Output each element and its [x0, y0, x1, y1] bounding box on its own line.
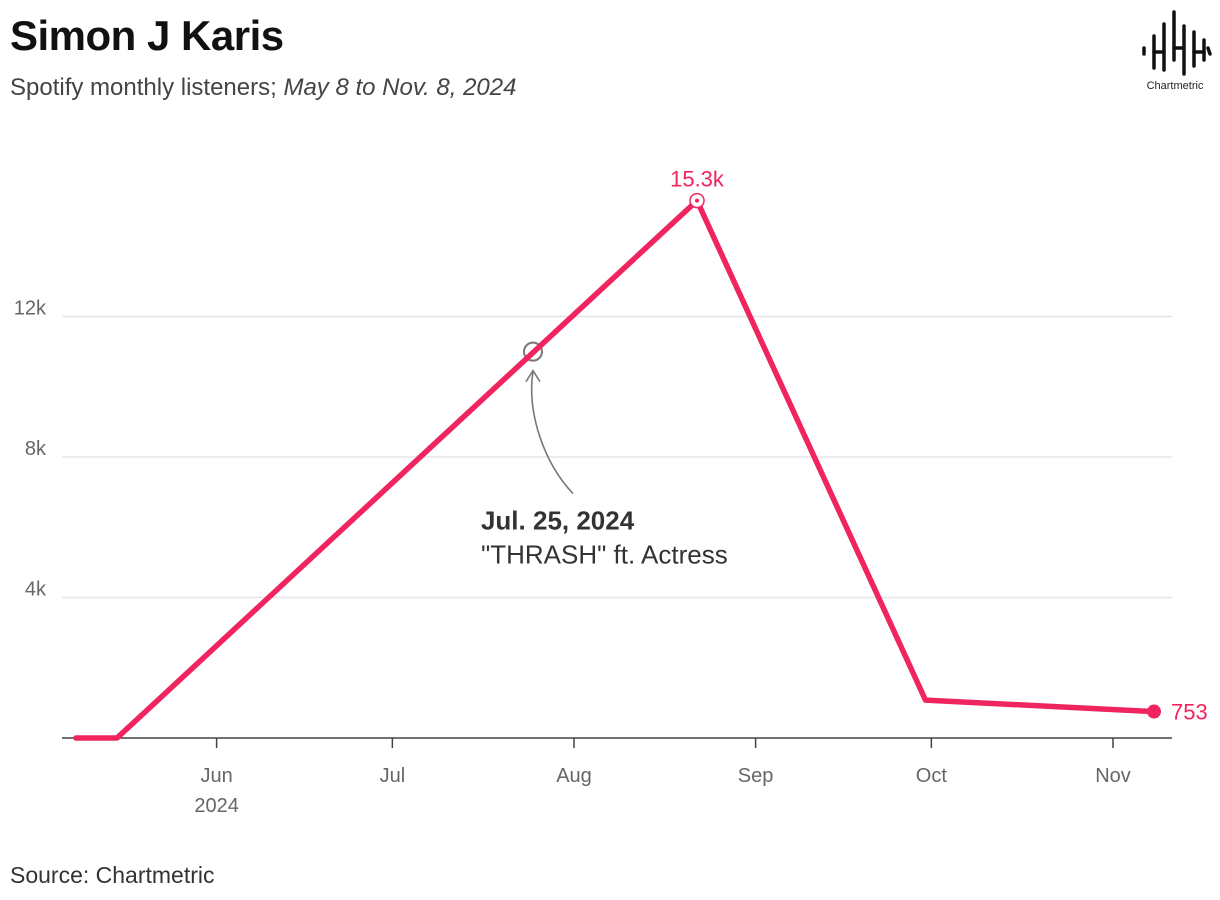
x-tick-label-aug: Aug — [556, 765, 592, 787]
x-tick-label-sep: Sep — [738, 765, 774, 787]
x-tick-label-jul: Jul — [380, 765, 406, 787]
last-value-label: 753 — [1171, 700, 1208, 725]
series-layer — [73, 197, 1157, 741]
x-axis-ticks: Jun 2024 Jul Aug Sep Oct Nov — [194, 738, 1131, 817]
x-tick-sublabel-year: 2024 — [194, 795, 239, 817]
annotation-date: Jul. 25, 2024 — [481, 506, 635, 536]
peak-label: 15.3k — [670, 167, 725, 192]
y-tick-label-8k: 8k — [25, 438, 47, 460]
annotation: Jul. 25, 2024 "THRASH" ft. Actress — [481, 341, 728, 570]
chartmetric-waveform-icon — [1142, 10, 1212, 76]
y-tick-label-12k: 12k — [14, 298, 47, 320]
chart-title: Simon J Karis — [10, 12, 284, 59]
gridlines — [62, 315, 1172, 599]
annotation-arrow — [530, 371, 574, 495]
y-axis-ticks: 4k 8k 12k — [14, 298, 47, 601]
x-tick-label-oct: Oct — [916, 765, 948, 787]
annotation-arrowhead — [525, 369, 541, 383]
logo-text: Chartmetric — [1146, 80, 1204, 92]
x-tick-label-nov: Nov — [1095, 765, 1131, 787]
y-tick-label-4k: 4k — [25, 579, 47, 601]
x-tick-label-jun: Jun — [200, 765, 232, 787]
series-line-0 — [73, 197, 1157, 741]
source-note: Source: Chartmetric — [10, 862, 215, 888]
subtitle-date-range: May 8 to Nov. 8, 2024 — [283, 74, 517, 101]
data-labels: 15.3k 753 — [670, 167, 1208, 725]
last-point-marker — [1147, 704, 1161, 719]
subtitle-main: Spotify monthly listeners; — [10, 74, 284, 101]
chart-subtitle: Spotify monthly listeners; May 8 to Nov.… — [10, 74, 516, 102]
annotation-text: "THRASH" ft. Actress — [481, 540, 728, 570]
peak-marker-dot — [695, 198, 700, 203]
